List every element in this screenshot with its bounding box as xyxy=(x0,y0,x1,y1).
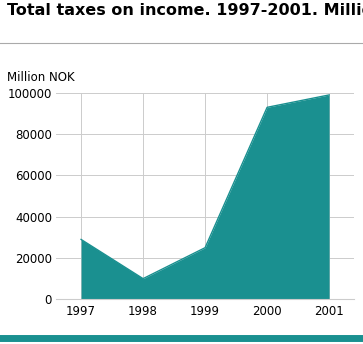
Text: Total taxes on income. 1997-2001. Million NOK: Total taxes on income. 1997-2001. Millio… xyxy=(7,3,363,19)
Text: Million NOK: Million NOK xyxy=(7,71,75,84)
